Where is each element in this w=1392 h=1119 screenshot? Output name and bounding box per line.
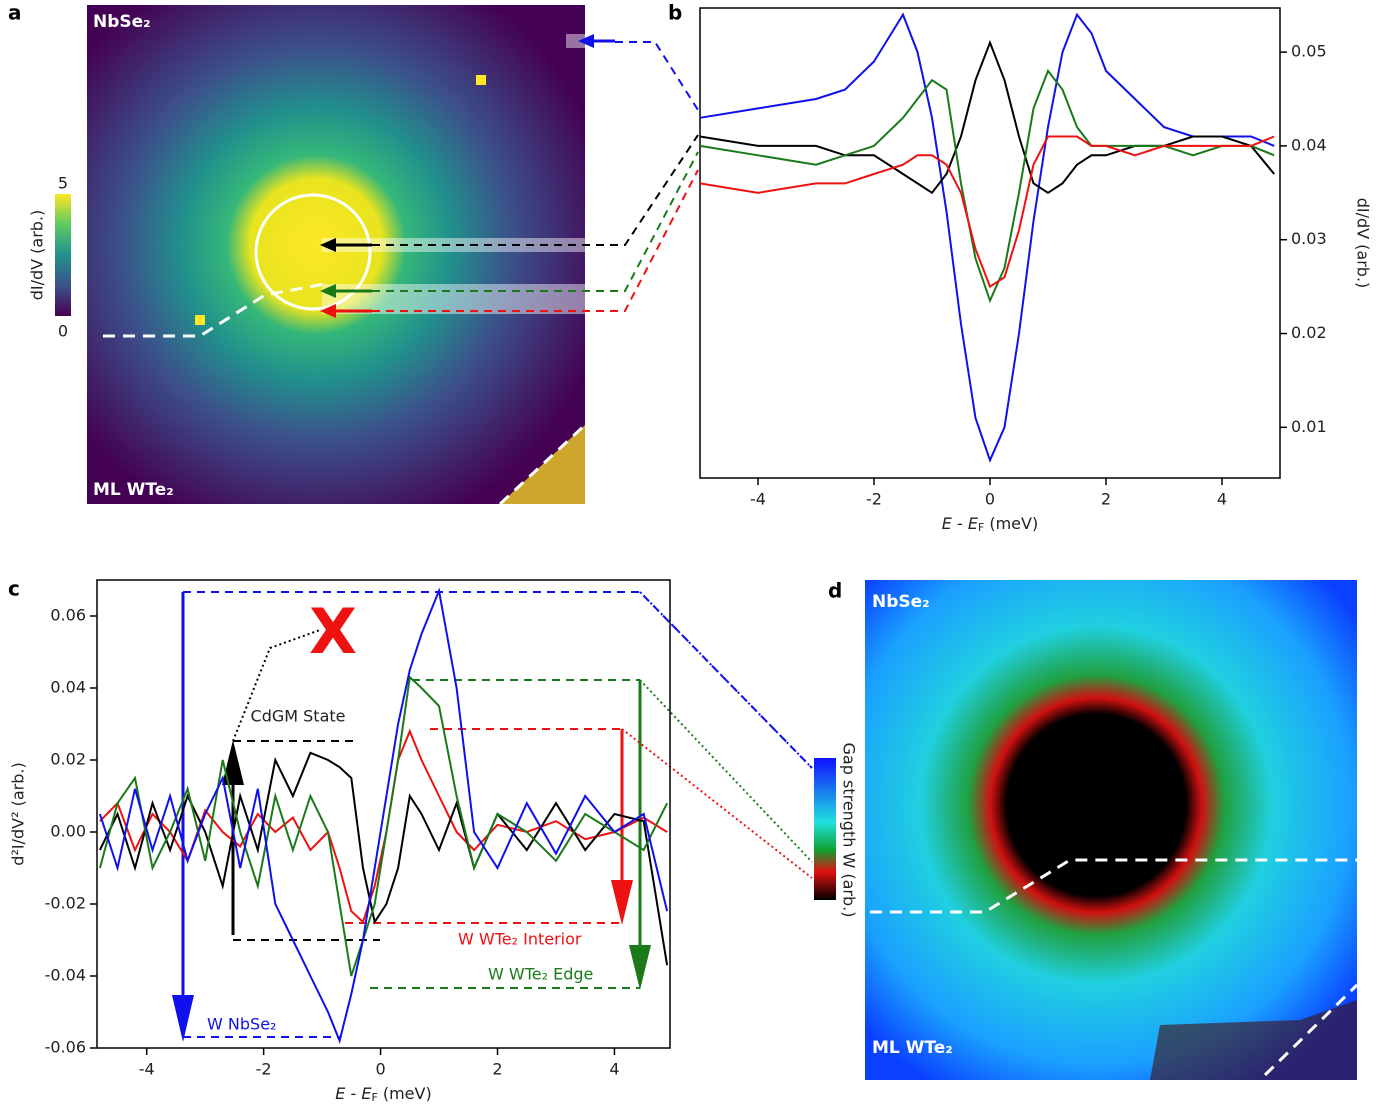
heatmap-pixel bbox=[476, 75, 486, 85]
map-label: NbSe₂ bbox=[872, 592, 930, 612]
x-tick-label: 4 bbox=[1217, 490, 1227, 509]
heatmap-pixel bbox=[195, 315, 205, 325]
heatmap bbox=[87, 5, 585, 504]
y-tick-label: 0.02 bbox=[50, 750, 86, 769]
y-tick-label: 0.00 bbox=[50, 822, 86, 841]
x-axis-label-part: - bbox=[952, 514, 968, 533]
panel-label: d bbox=[828, 579, 842, 603]
heatmap bbox=[865, 580, 1357, 1080]
annotation: CdGM State bbox=[251, 707, 346, 726]
y-axis-label: dI/dV (arb.) bbox=[1354, 198, 1373, 289]
x-tick-label: -4 bbox=[750, 490, 766, 509]
x-tick-label: 2 bbox=[492, 1060, 502, 1079]
x-axis-label-part: (meV) bbox=[984, 514, 1038, 533]
y-axis-label: d²I/dV² (arb.) bbox=[9, 762, 28, 865]
x-tick-label: -2 bbox=[866, 490, 882, 509]
y-tick-label: -0.02 bbox=[45, 894, 86, 913]
y-tick-label: 0.03 bbox=[1291, 229, 1327, 248]
y-tick-label: 0.02 bbox=[1291, 323, 1327, 342]
x-tick-label: 2 bbox=[1101, 490, 1111, 509]
colorbar bbox=[55, 194, 71, 316]
y-tick-label: 0.04 bbox=[50, 678, 86, 697]
x-axis-label: E - EF (meV) bbox=[335, 1084, 431, 1105]
figure: a NbSe₂ ML WTe₂ 5 0 dI/dV (arb.) d NbSe₂… bbox=[0, 0, 1392, 1119]
series-line bbox=[700, 15, 1274, 461]
y-tick-label: -0.06 bbox=[45, 1038, 86, 1057]
plot-frame bbox=[700, 8, 1280, 478]
x-axis-label-part: - bbox=[345, 1084, 361, 1103]
annotation: W WTe₂ Edge bbox=[488, 965, 593, 984]
series-line bbox=[100, 677, 667, 976]
x-tick-label: -4 bbox=[139, 1060, 155, 1079]
y-tick-label: 0.01 bbox=[1291, 417, 1327, 436]
map-label: ML WTe₂ bbox=[93, 480, 174, 500]
map-label: NbSe₂ bbox=[93, 12, 151, 32]
colorbar bbox=[814, 758, 836, 900]
series-line bbox=[700, 43, 1274, 193]
x-tick-label: 0 bbox=[985, 490, 995, 509]
y-tick-label: 0.04 bbox=[1291, 135, 1327, 154]
colorbar-label: dI/dV (arb.) bbox=[28, 210, 47, 301]
x-tick-label: -2 bbox=[256, 1060, 272, 1079]
annotation: X bbox=[309, 595, 357, 668]
panel-label: c bbox=[8, 577, 20, 601]
series-line bbox=[100, 731, 667, 922]
series-line bbox=[700, 71, 1274, 301]
map-label: ML WTe₂ bbox=[872, 1038, 953, 1058]
x-axis-label-part: (meV) bbox=[378, 1084, 432, 1103]
colorbar-label: Gap strength W (arb.) bbox=[840, 743, 859, 918]
y-tick-label: -0.04 bbox=[45, 966, 86, 985]
panel-label: b bbox=[668, 1, 682, 25]
x-tick-label: 4 bbox=[609, 1060, 619, 1079]
x-tick-label: 0 bbox=[375, 1060, 385, 1079]
series-line bbox=[100, 753, 667, 965]
annotation: W NbSe₂ bbox=[207, 1015, 276, 1034]
colorbar-tick-label: 5 bbox=[58, 174, 68, 193]
y-tick-label: 0.06 bbox=[50, 606, 86, 625]
annotation: W WTe₂ Interior bbox=[458, 930, 582, 949]
panel-label: a bbox=[8, 1, 22, 25]
x-axis-label: E - EF (meV) bbox=[942, 514, 1038, 535]
y-tick-label: 0.05 bbox=[1291, 42, 1327, 61]
colorbar-tick-label: 0 bbox=[58, 322, 68, 341]
